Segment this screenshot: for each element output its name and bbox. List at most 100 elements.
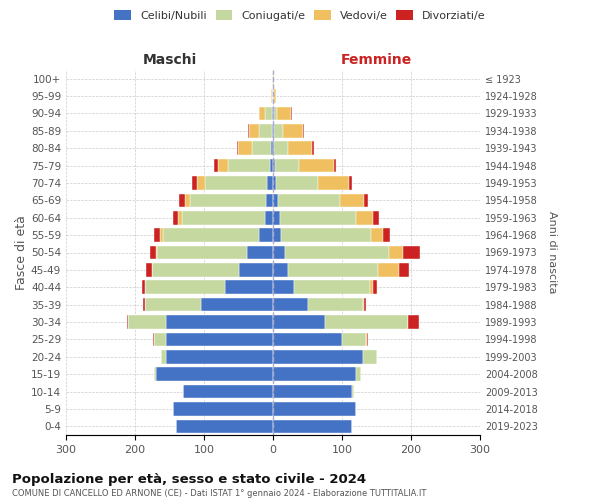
Bar	[272, 90, 273, 103]
Bar	[362, 298, 364, 312]
Bar	[205, 176, 268, 190]
Bar	[182, 385, 184, 398]
Bar	[273, 124, 274, 138]
Bar	[274, 90, 276, 103]
Bar	[143, 298, 145, 312]
Bar	[160, 228, 163, 242]
Bar	[273, 159, 275, 172]
Text: Femmine: Femmine	[341, 54, 412, 68]
Bar	[273, 228, 281, 242]
Bar	[146, 263, 152, 276]
Bar	[403, 246, 420, 260]
Bar	[273, 176, 277, 190]
Bar	[259, 228, 273, 242]
Bar	[352, 385, 354, 398]
Text: Maschi: Maschi	[142, 54, 197, 68]
Bar	[214, 159, 218, 172]
Bar	[273, 385, 352, 398]
Bar	[152, 263, 239, 276]
Bar	[378, 263, 398, 276]
Bar	[373, 280, 377, 294]
Bar	[274, 142, 288, 155]
Bar	[145, 280, 224, 294]
Bar	[239, 263, 273, 276]
Y-axis label: Fasce di età: Fasce di età	[15, 215, 28, 290]
Bar	[237, 142, 238, 155]
Bar	[383, 228, 390, 242]
Bar	[272, 124, 273, 138]
Bar	[157, 246, 247, 260]
Y-axis label: Anni di nascita: Anni di nascita	[547, 211, 557, 294]
Bar	[150, 246, 156, 260]
Bar	[283, 124, 304, 138]
Bar	[342, 332, 366, 346]
Bar	[349, 176, 352, 190]
Bar	[288, 263, 378, 276]
Bar	[291, 106, 292, 120]
Bar	[224, 280, 273, 294]
Bar	[273, 142, 274, 155]
Bar	[154, 368, 156, 381]
Bar	[366, 332, 367, 346]
Bar	[265, 106, 272, 120]
Bar	[269, 159, 273, 172]
Bar	[367, 332, 368, 346]
Bar	[273, 194, 278, 207]
Bar	[251, 142, 271, 155]
Bar	[163, 228, 259, 242]
Bar	[274, 106, 277, 120]
Bar	[356, 211, 373, 224]
Bar	[325, 315, 407, 329]
Bar	[340, 194, 364, 207]
Bar	[278, 194, 340, 207]
Bar	[191, 176, 197, 190]
Bar	[286, 246, 389, 260]
Bar	[275, 159, 299, 172]
Bar	[173, 211, 178, 224]
Bar	[179, 194, 185, 207]
Bar	[407, 315, 408, 329]
Bar	[178, 211, 182, 224]
Bar	[373, 211, 379, 224]
Bar	[166, 332, 273, 346]
Text: Popolazione per età, sesso e stato civile - 2024: Popolazione per età, sesso e stato civil…	[12, 472, 366, 486]
Bar	[273, 332, 342, 346]
Bar	[200, 298, 273, 312]
Bar	[265, 211, 273, 224]
Bar	[288, 142, 313, 155]
Bar	[273, 246, 286, 260]
Bar	[272, 72, 273, 86]
Bar	[273, 211, 280, 224]
Bar	[389, 246, 403, 260]
Bar	[356, 368, 361, 381]
Bar	[318, 176, 349, 190]
Bar	[277, 106, 291, 120]
Bar	[334, 159, 336, 172]
Bar	[294, 280, 370, 294]
Bar	[370, 280, 373, 294]
Bar	[128, 315, 166, 329]
Bar	[362, 350, 377, 364]
Bar	[166, 350, 273, 364]
Bar	[154, 332, 166, 346]
Bar	[364, 298, 366, 312]
Bar	[273, 368, 356, 381]
Bar	[190, 194, 266, 207]
Bar	[249, 124, 259, 138]
Bar	[228, 159, 269, 172]
Bar	[273, 106, 274, 120]
Bar	[154, 228, 160, 242]
Bar	[313, 142, 314, 155]
Bar	[273, 315, 325, 329]
Legend: Celibi/Nubili, Coniugati/e, Vedovi/e, Divorziati/e: Celibi/Nubili, Coniugati/e, Vedovi/e, Di…	[110, 6, 490, 25]
Bar	[273, 402, 356, 415]
Bar	[161, 350, 166, 364]
Bar	[218, 159, 228, 172]
Bar	[273, 420, 352, 433]
Bar	[176, 420, 273, 433]
Bar	[247, 246, 273, 260]
Bar	[273, 72, 274, 86]
Bar	[166, 315, 273, 329]
Bar	[273, 298, 308, 312]
Bar	[268, 176, 273, 190]
